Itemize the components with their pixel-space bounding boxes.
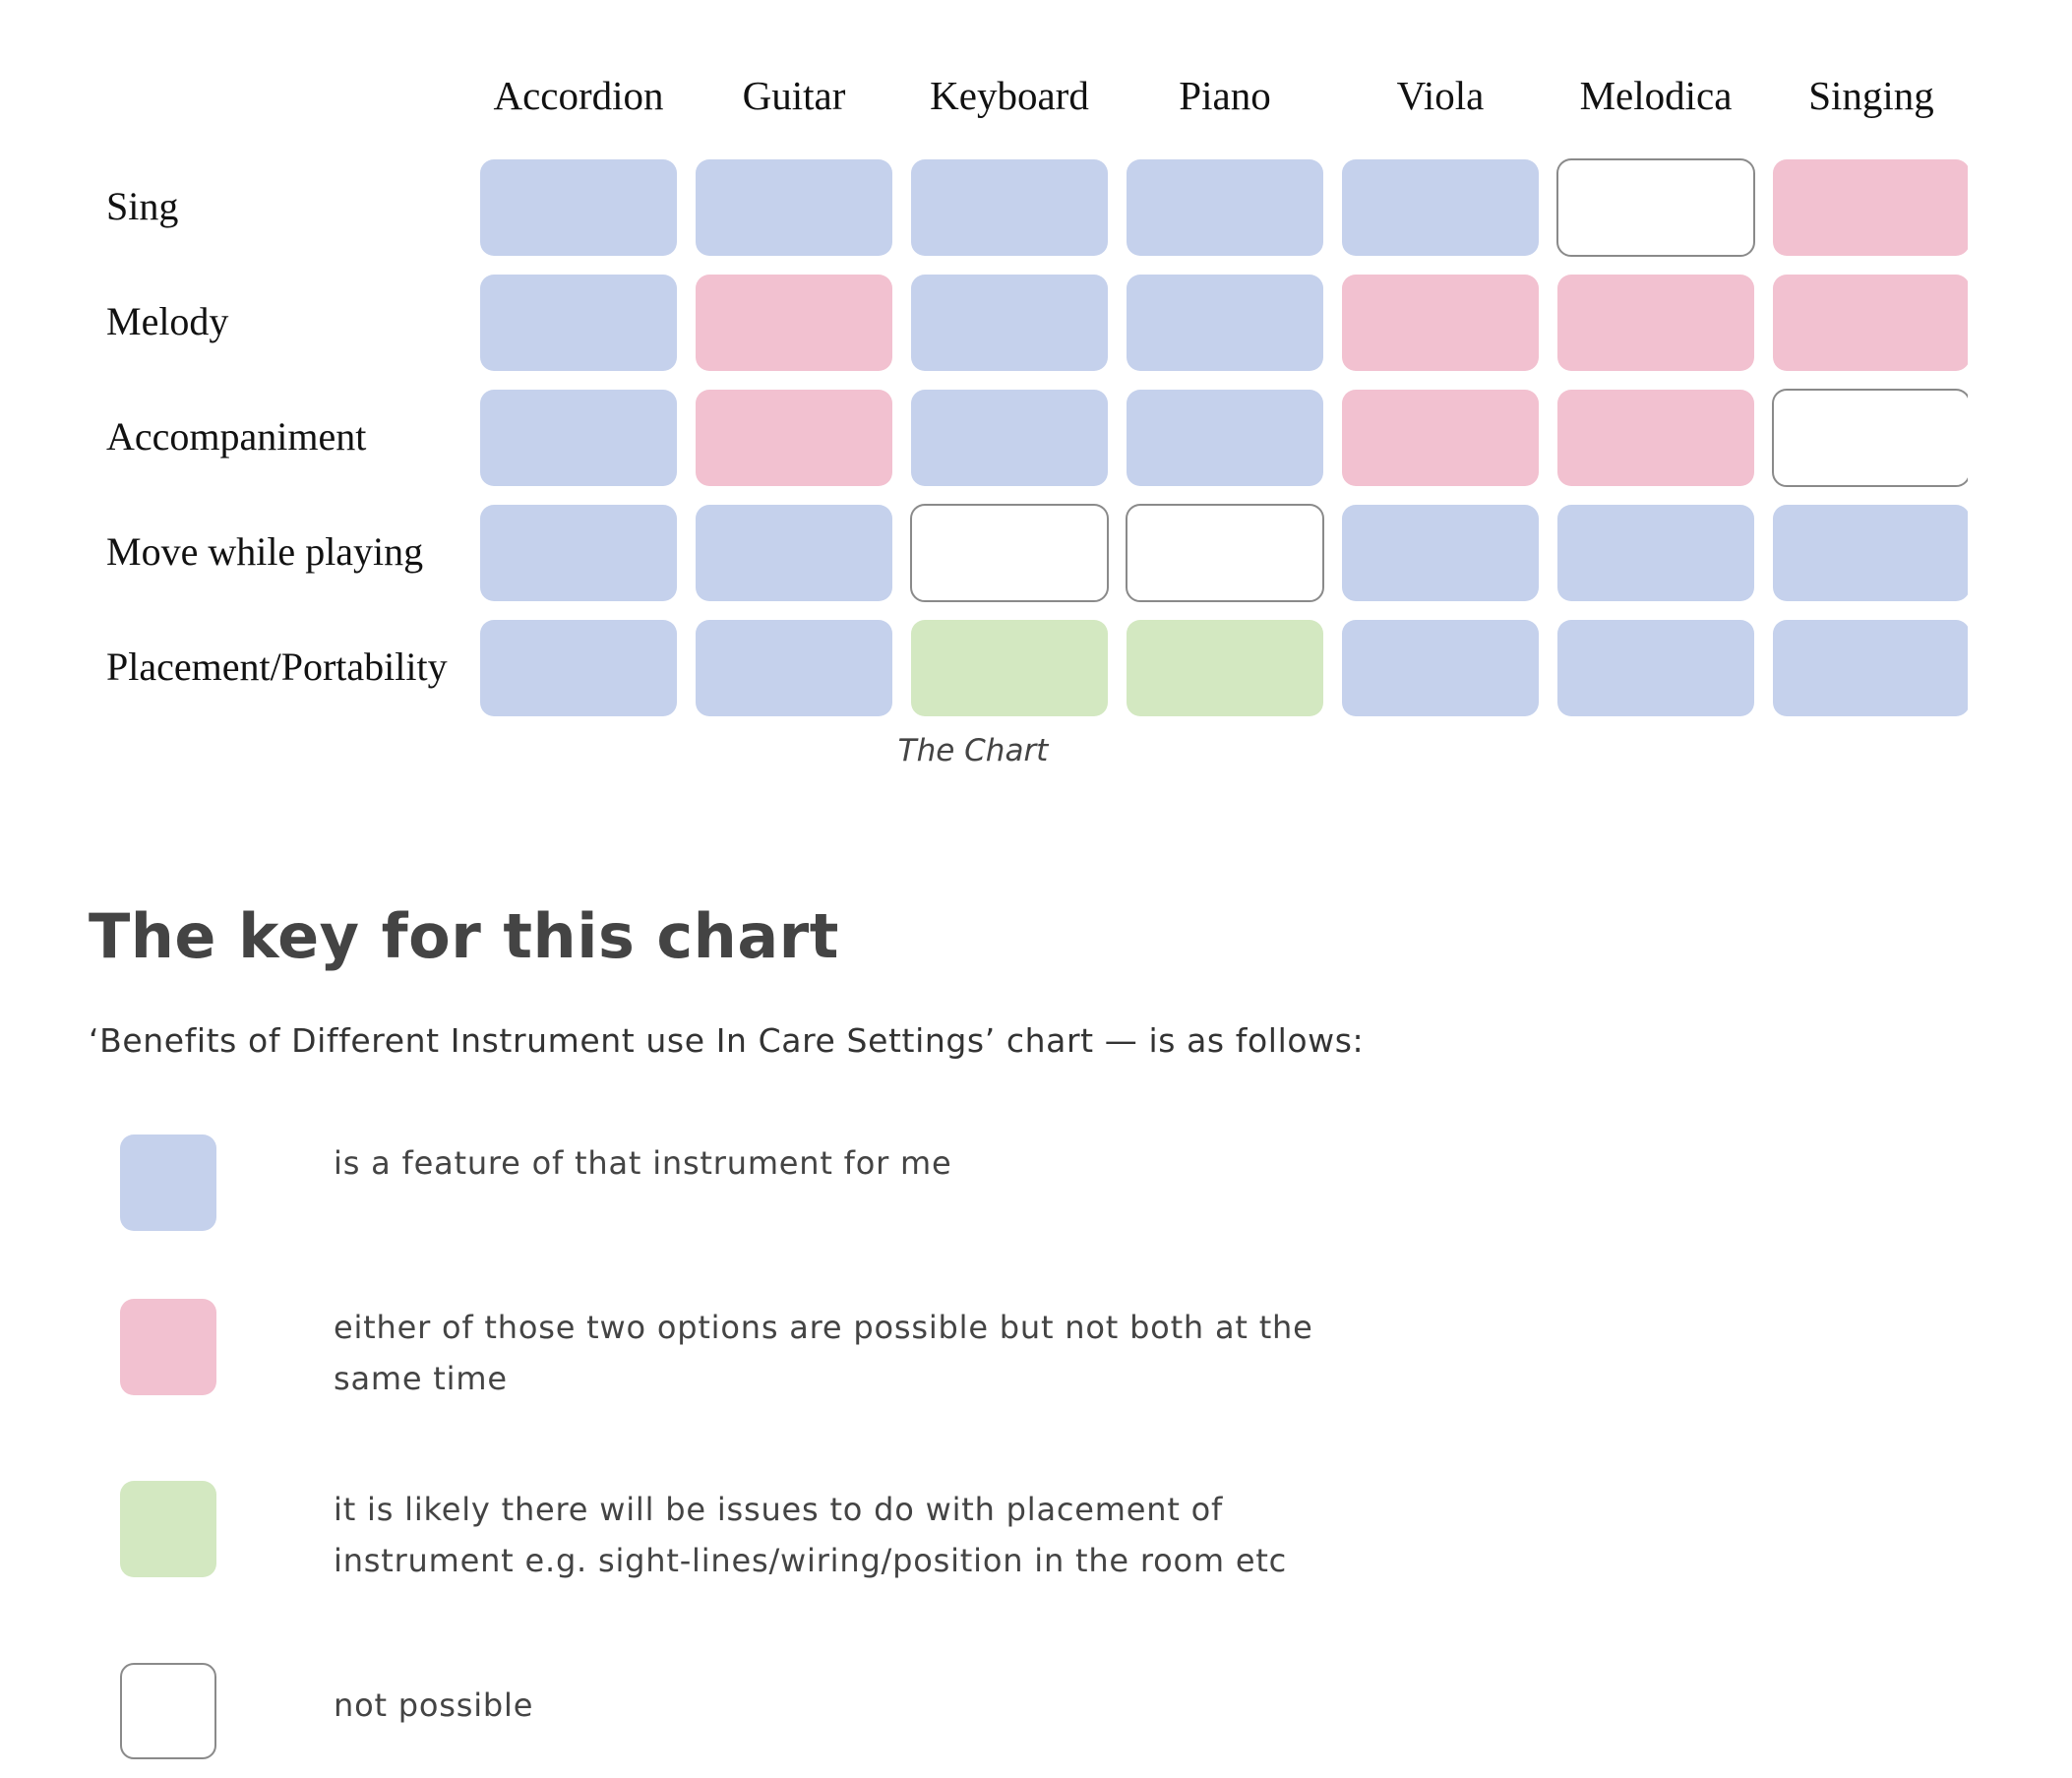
chart-cells (480, 158, 1968, 716)
chart-caption: The Chart (897, 733, 1049, 768)
column-label-piano: Piano (1179, 73, 1270, 118)
cell-placement-portability-keyboard (911, 620, 1108, 716)
row-label-melody: Melody (106, 299, 228, 343)
cell-move-while-playing-singing (1773, 505, 1968, 601)
cell-placement-portability-piano (1127, 620, 1323, 716)
cell-move-while-playing-guitar (696, 505, 892, 601)
column-label-singing: Singing (1808, 73, 1934, 118)
row-label-move-while-playing: Move while playing (106, 529, 423, 574)
cell-sing-accordion (480, 159, 677, 256)
row-label-placement-portability: Placement/Portability (106, 644, 448, 689)
cell-move-while-playing-viola (1342, 505, 1539, 601)
key-title: The key for this chart (89, 900, 839, 972)
cell-placement-portability-melodica (1557, 620, 1754, 716)
key-intro: ‘Benefits of Different Instrument use In… (89, 1021, 1365, 1060)
cell-melody-singing (1773, 275, 1968, 371)
cell-placement-portability-viola (1342, 620, 1539, 716)
cell-accompaniment-guitar (696, 390, 892, 486)
swatch-not-possible (120, 1663, 216, 1759)
swatch-placement-issue (120, 1481, 216, 1577)
cell-melody-viola (1342, 275, 1539, 371)
key-text-placement-issue: it is likely there will be issues to do … (334, 1491, 1288, 1579)
cell-accompaniment-keyboard (911, 390, 1108, 486)
cell-sing-viola (1342, 159, 1539, 256)
cell-placement-portability-singing (1773, 620, 1968, 716)
cell-melody-piano (1127, 275, 1323, 371)
column-label-guitar: Guitar (743, 73, 846, 118)
key-text-not-possible: not possible (334, 1686, 534, 1724)
column-label-melodica: Melodica (1580, 73, 1733, 118)
row-label-sing: Sing (106, 184, 178, 228)
column-labels: Accordion Guitar Keyboard Piano Viola Melodic… (493, 73, 1933, 118)
cell-move-while-playing-melodica (1557, 505, 1754, 601)
row-label-accompaniment: Accompaniment (106, 414, 366, 459)
column-label-keyboard: Keyboard (930, 73, 1089, 118)
cell-sing-keyboard (911, 159, 1108, 256)
cell-melody-melodica (1557, 275, 1754, 371)
cell-placement-portability-accordion (480, 620, 677, 716)
cell-sing-guitar (696, 159, 892, 256)
cell-sing-piano (1127, 159, 1323, 256)
cell-accompaniment-singing (1772, 389, 1968, 487)
swatch-feature (120, 1134, 216, 1231)
cell-melody-keyboard (911, 275, 1108, 371)
key-text-feature: is a feature of that instrument for me (334, 1144, 952, 1182)
column-label-accordion: Accordion (493, 73, 663, 118)
key-text-either: either of those two options are possible… (334, 1309, 1313, 1397)
cell-melody-accordion (480, 275, 677, 371)
instrument-benefits-chart: Accordion Guitar Keyboard Piano Viola Melodic… (106, 73, 1968, 716)
cell-placement-portability-guitar (696, 620, 892, 716)
cell-sing-melodica (1556, 158, 1755, 257)
cell-move-while-playing-piano (1126, 504, 1324, 602)
cell-melody-guitar (696, 275, 892, 371)
cell-accompaniment-melodica (1557, 390, 1754, 486)
column-label-viola: Viola (1397, 73, 1485, 118)
swatch-either (120, 1299, 216, 1395)
row-labels: Sing Melody Accompaniment Move while playin… (106, 184, 448, 689)
cell-accompaniment-piano (1127, 390, 1323, 486)
cell-sing-singing (1773, 159, 1968, 256)
cell-move-while-playing-accordion (480, 505, 677, 601)
cell-accompaniment-viola (1342, 390, 1539, 486)
cell-move-while-playing-keyboard (910, 504, 1109, 602)
cell-accompaniment-accordion (480, 390, 677, 486)
